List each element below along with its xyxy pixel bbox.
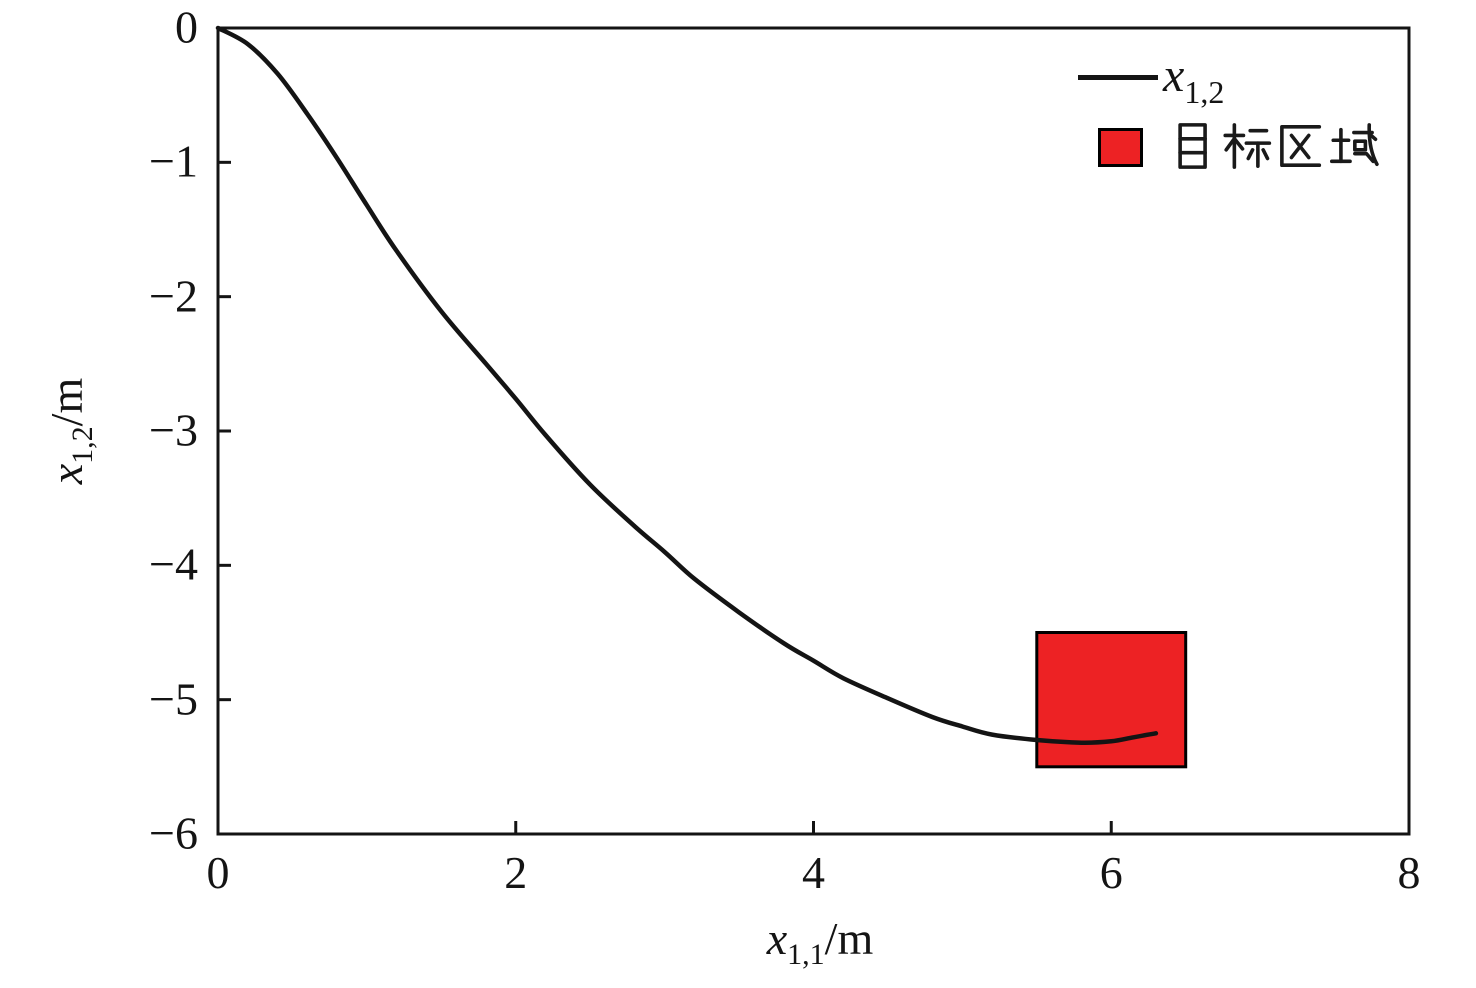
x-tick-label: 2: [504, 847, 528, 898]
y-axis-title: x1,2/m: [41, 377, 99, 485]
y-axis-unit: /m: [41, 377, 92, 427]
y-tick-label: −6: [149, 807, 198, 859]
y-tick-label: −4: [149, 539, 198, 591]
legend-patch-sample: [1098, 128, 1143, 167]
y-axis-variable: x: [41, 463, 92, 485]
x-tick-label: 6: [1099, 847, 1123, 898]
x-tick-label: 8: [1397, 847, 1421, 898]
cjk-glyph-qu: [1280, 125, 1322, 167]
legend-trajectory-subscript: 1,2: [1184, 74, 1225, 110]
trajectory-curve: [215, 25, 1159, 745]
y-tick-label: −5: [149, 673, 198, 725]
x-axis-variable: x: [766, 913, 788, 964]
y-tick-label: 0: [175, 1, 198, 53]
legend-label-trajectory: x1,2: [1163, 48, 1224, 108]
legend-trajectory-variable: x: [1163, 49, 1185, 102]
cjk-glyph-mu: [1178, 123, 1207, 169]
x-axis-subscript: 1,1: [787, 938, 825, 971]
legend-line-sample: [1078, 75, 1158, 80]
legend-label-target-area-text: 目标区域: [0, 0, 1, 1]
x-axis-unit: /m: [824, 913, 874, 964]
target-region-rect: [1035, 631, 1188, 769]
x-tick-label: 4: [802, 847, 825, 898]
cjk-glyph-biao: [1223, 123, 1272, 169]
x-tick-label: 0: [206, 847, 230, 898]
x-axis-title: x1,1/m: [766, 913, 874, 971]
y-tick-label: −3: [149, 404, 198, 456]
y-axis-subscript: 1,2: [66, 426, 99, 464]
y-tick-label: −2: [149, 270, 198, 322]
cjk-glyph-yu: [1330, 123, 1379, 167]
plot-area: [215, 25, 1411, 836]
legend-label-target-area-glyphs: [1178, 123, 1379, 169]
y-tick-label: −1: [149, 136, 198, 188]
